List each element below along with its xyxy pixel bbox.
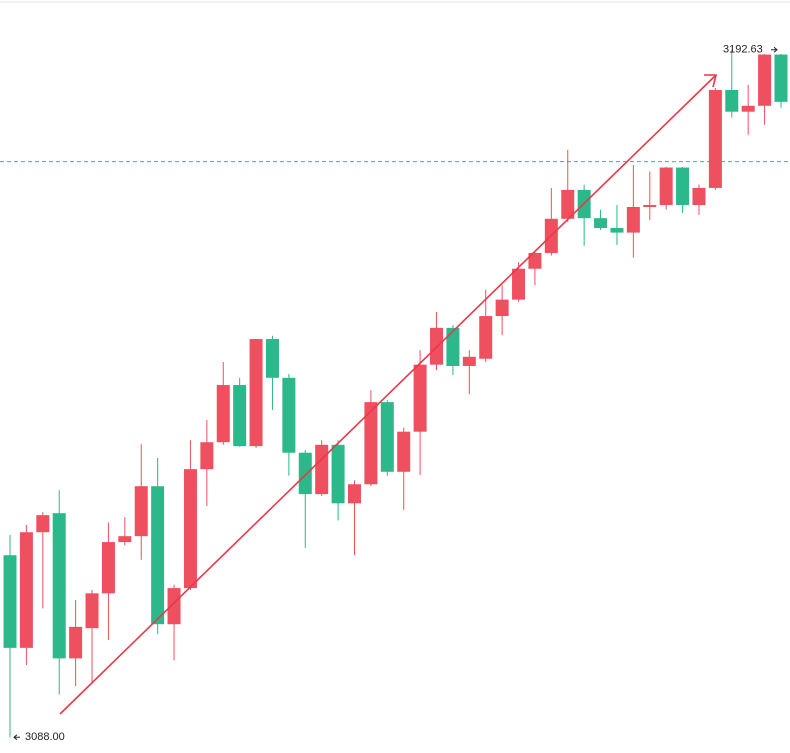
candle-body	[512, 268, 526, 300]
candle-body	[101, 542, 115, 594]
candle-body	[265, 339, 279, 378]
candle-body	[758, 54, 772, 106]
candles	[3, 49, 788, 738]
candle-body	[364, 402, 378, 485]
candle-body	[610, 228, 624, 233]
candle-body	[249, 339, 263, 447]
candle-body	[69, 626, 83, 659]
candle-body	[52, 513, 66, 659]
min-label-arrow	[13, 734, 20, 741]
candle-body	[659, 167, 673, 206]
candle-body	[528, 252, 542, 269]
min-price-label: 3088.00	[25, 731, 65, 743]
candle-body	[282, 377, 296, 453]
candle-body	[741, 105, 755, 112]
candle-body	[200, 442, 214, 470]
candle-body	[626, 206, 640, 233]
trend-arrow	[59, 74, 718, 715]
candle-body	[118, 536, 132, 543]
candle-body	[692, 187, 706, 206]
candle-body	[774, 54, 788, 102]
trend-arrowhead	[704, 74, 718, 88]
candle-body	[19, 532, 33, 648]
candle-body	[134, 486, 148, 537]
candle-body	[36, 515, 50, 533]
candle-body	[413, 364, 427, 432]
candle-body	[3, 555, 17, 648]
candle-body	[479, 316, 493, 359]
candle-body	[347, 484, 361, 504]
candle-body	[216, 385, 230, 443]
candle-body	[233, 385, 247, 447]
candle-body	[397, 431, 411, 472]
candle-body	[446, 327, 460, 366]
candle-body	[331, 444, 345, 504]
candle-body	[708, 90, 722, 188]
candle-body	[676, 167, 690, 206]
candle-body	[151, 486, 165, 625]
candle-body	[495, 299, 509, 317]
max-price-label: 3192.63	[723, 44, 763, 56]
candle-body	[298, 452, 312, 495]
candle-body	[725, 90, 739, 112]
candle-body	[643, 205, 657, 207]
trend-line	[59, 74, 717, 715]
candle-body	[380, 402, 394, 472]
candle-body	[183, 469, 197, 589]
candle-body	[85, 593, 99, 629]
candle-body	[315, 444, 329, 495]
candle-body	[594, 218, 608, 229]
candle-body	[561, 189, 575, 219]
candle-body	[462, 356, 476, 366]
candle-body	[167, 588, 181, 625]
max-label-arrow	[771, 46, 778, 53]
